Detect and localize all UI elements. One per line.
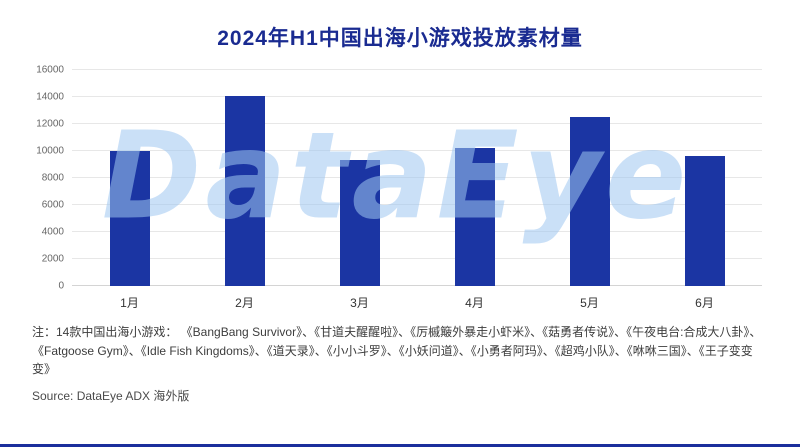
chart-plot-wrapper: 16000 14000 12000 10000 8000 6000 4000 2000 0 1月…	[30, 65, 762, 311]
chart-title: 2024年H1中国出海小游戏投放素材量	[217, 27, 583, 50]
bar-chart: 16000 14000 12000 10000 8000 6000 4000 2000 0 1月…	[30, 65, 762, 311]
x-tick-label: 4月	[465, 296, 484, 310]
source-line: Source: DataEye ADX 海外版	[32, 388, 190, 403]
gridline	[72, 258, 762, 259]
bar-slot	[454, 70, 495, 286]
y-tick-label: 12000	[36, 118, 64, 130]
bar-slot	[109, 70, 150, 286]
x-tick-label: 3月	[350, 296, 369, 310]
bar-1月	[109, 151, 150, 286]
bar-2月	[224, 95, 265, 286]
bar-slot	[224, 70, 265, 286]
y-tick-label: 2000	[41, 253, 64, 265]
bar-3月	[339, 160, 380, 286]
footnote: 注：14款中国出海小游戏： 《BangBang Survivor》、《甘道夫醒醒…	[32, 325, 762, 377]
plot-area	[72, 69, 762, 286]
x-tick-label: 6月	[695, 296, 714, 310]
bar-4月	[454, 148, 495, 286]
y-tick-label: 6000	[41, 199, 64, 211]
x-tick-label: 5月	[580, 296, 599, 310]
gridline	[72, 96, 762, 97]
y-tick-label: 8000	[41, 172, 64, 184]
gridline	[72, 285, 762, 286]
y-tick-label: 0	[58, 280, 64, 292]
x-axis: 1月 2月 3月 4月 5月 6月	[72, 286, 762, 311]
gridline	[72, 150, 762, 151]
gridline	[72, 204, 762, 205]
x-tick-label: 2月	[235, 296, 254, 310]
gridline	[72, 177, 762, 178]
bar-5月	[569, 117, 610, 286]
gridline	[72, 69, 762, 70]
footer-bar: DataEye	[0, 444, 800, 447]
x-tick-label: 1月	[120, 296, 139, 310]
y-tick-label: 4000	[41, 226, 64, 238]
bar-slot	[684, 70, 725, 286]
report-page: 2024年H1中国出海小游戏投放素材量 16000 14000 12000 10000…	[0, 22, 800, 447]
gridline	[72, 231, 762, 232]
bar-slot	[569, 70, 610, 286]
y-axis: 16000 14000 12000 10000 8000 6000 4000 2000 0	[30, 65, 72, 292]
gridline	[72, 123, 762, 124]
y-tick-label: 16000	[36, 64, 64, 76]
bar-slot	[339, 70, 380, 286]
bar-6月	[684, 156, 725, 286]
y-tick-label: 10000	[36, 145, 64, 157]
bars-container	[72, 70, 762, 286]
y-tick-label: 14000	[36, 91, 64, 103]
plot-column: 1月 2月 3月 4月 5月 6月	[72, 69, 762, 311]
